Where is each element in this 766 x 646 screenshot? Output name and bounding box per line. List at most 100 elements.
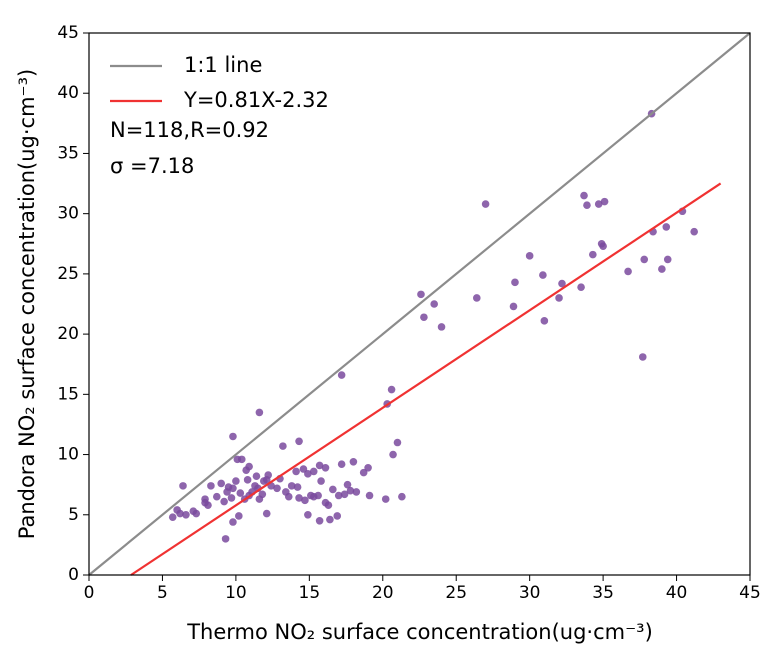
point [352, 488, 361, 496]
y-tick-label: 0 [68, 565, 79, 585]
y-tick-label: 15 [57, 384, 79, 404]
point [292, 467, 300, 476]
point [599, 242, 607, 250]
x-tick-label: 5 [157, 583, 168, 603]
y-tick-label: 5 [68, 505, 79, 525]
point [192, 509, 201, 518]
x-axis-label: Thermo NO₂ surface concentration(ug·cm⁻³… [186, 620, 653, 644]
point [340, 490, 349, 499]
point [182, 510, 190, 519]
point [381, 495, 390, 503]
point [539, 271, 547, 279]
point [364, 464, 372, 472]
point [337, 460, 346, 468]
point [315, 461, 324, 470]
point [326, 515, 334, 524]
x-tick-label: 10 [225, 583, 247, 603]
point [329, 485, 337, 494]
point [624, 267, 632, 276]
point [600, 197, 609, 206]
point [299, 465, 308, 473]
point [324, 501, 333, 509]
point [577, 283, 585, 291]
y-tick-label: 40 [57, 83, 79, 103]
point [237, 455, 246, 464]
point [201, 498, 209, 507]
point [662, 223, 671, 231]
plot-frame [88, 32, 751, 576]
x-tick-label: 25 [445, 583, 467, 603]
point [317, 477, 325, 485]
point [284, 492, 293, 501]
x-tick-label: 0 [84, 583, 95, 603]
point [525, 252, 534, 260]
point [314, 491, 322, 500]
y-tick-label: 30 [57, 204, 79, 224]
point [321, 464, 330, 472]
point [229, 518, 237, 526]
point [594, 200, 603, 208]
point [232, 477, 240, 485]
point [333, 512, 342, 520]
y-axis-label: Pandora NO₂ surface concentration(ug·cm⁻… [15, 69, 39, 540]
point [349, 457, 358, 466]
point [437, 323, 446, 331]
legend-label: 1:1 line [184, 53, 262, 77]
annotation: N=118,R=0.92 [110, 118, 269, 142]
y-tick-label: 10 [57, 445, 79, 465]
point [217, 479, 225, 488]
point [393, 438, 402, 447]
point [359, 468, 368, 477]
point [417, 290, 425, 299]
point [293, 483, 302, 491]
line [88, 32, 751, 576]
point [168, 513, 177, 521]
point [273, 484, 281, 493]
point [304, 510, 312, 519]
point [307, 491, 315, 500]
point [365, 491, 374, 500]
point [334, 491, 343, 500]
point [227, 494, 236, 502]
x-tick-label: 45 [739, 583, 761, 603]
point [638, 353, 647, 361]
line [130, 182, 722, 576]
point [509, 302, 518, 311]
point [472, 294, 481, 302]
point [176, 509, 184, 518]
x-tick-label: 30 [519, 583, 541, 603]
point [179, 482, 187, 490]
point [259, 477, 268, 485]
point [389, 450, 397, 459]
point [315, 517, 324, 525]
point [420, 313, 428, 322]
point [236, 489, 245, 497]
point [235, 512, 243, 520]
point [346, 486, 355, 495]
point [309, 467, 318, 476]
point [262, 509, 271, 518]
point [663, 255, 672, 264]
point [304, 470, 312, 478]
point [212, 492, 221, 501]
point [295, 437, 303, 446]
point [279, 442, 287, 450]
point [207, 482, 215, 490]
annotation: σ =7.18 [110, 154, 194, 178]
point [229, 432, 237, 441]
point [555, 294, 563, 302]
point [224, 483, 233, 491]
x-tick-label: 40 [666, 583, 688, 603]
point [430, 300, 438, 308]
point [252, 472, 261, 481]
point [511, 278, 519, 287]
y-tick-label: 20 [57, 324, 79, 344]
point [255, 495, 264, 503]
x-tick-label: 20 [372, 583, 394, 603]
legend-label: Y=0.81X-2.32 [183, 88, 329, 112]
point [580, 191, 588, 200]
y-tick-label: 35 [57, 143, 79, 163]
x-tick-label: 35 [592, 583, 614, 603]
point [690, 227, 698, 236]
